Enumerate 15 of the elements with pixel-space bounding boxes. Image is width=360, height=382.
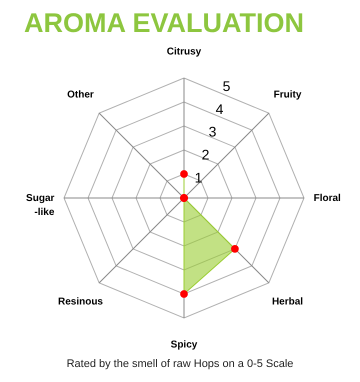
y-tick-label: 5: [222, 78, 231, 94]
y-tick-label: 4: [216, 100, 224, 117]
spoke-label: Herbal: [272, 296, 304, 308]
spoke-label: Floral: [314, 193, 342, 204]
spoke-label: Fruity: [274, 89, 302, 100]
y-tick-label: 1: [194, 170, 203, 186]
text: Rated by the smell of raw Hops on a 0-5 Scale: [66, 358, 294, 370]
spoke-label: Sugar -like: [26, 193, 55, 218]
spoke-label: Spicy: [170, 339, 198, 350]
chart-title: AROMA EVALUATION: [24, 8, 304, 38]
spoke-label: Other: [67, 89, 94, 100]
spoke-label: Citrusy: [166, 46, 202, 58]
y-tick-label: 3: [208, 124, 217, 140]
y-tick-label: 2: [202, 146, 210, 163]
spoke-label: Resinous: [58, 296, 104, 308]
